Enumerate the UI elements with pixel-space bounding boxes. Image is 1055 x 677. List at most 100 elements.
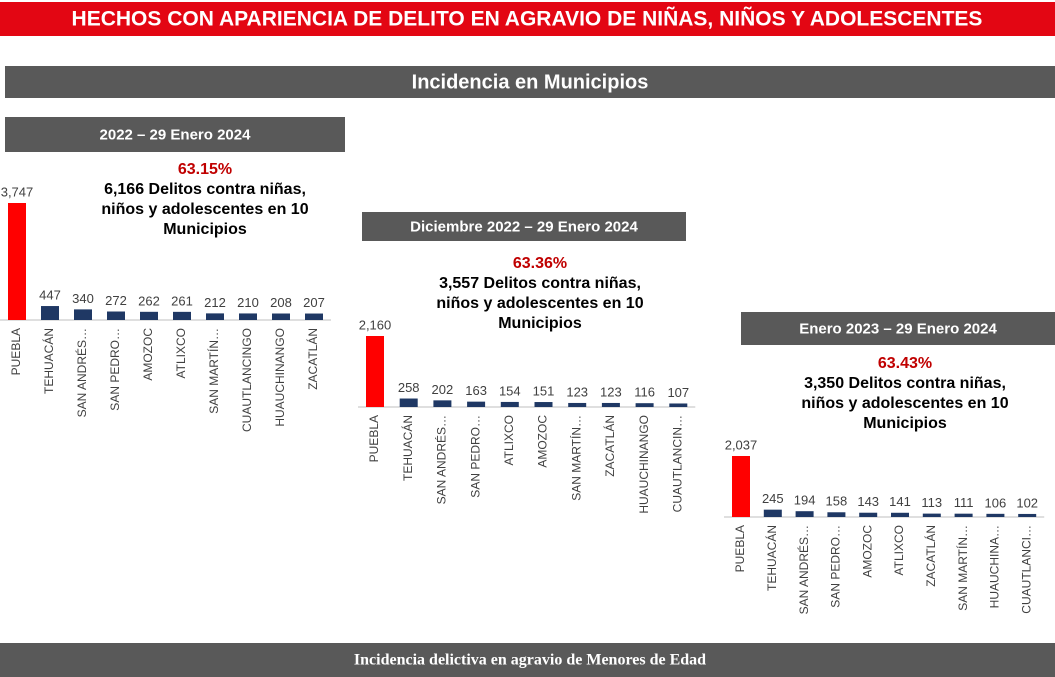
chart-title: Diciembre 2022 – 29 Enero 2024 (410, 218, 638, 235)
value-label: 141 (889, 494, 911, 509)
category-label: SAN PEDRO… (829, 525, 843, 608)
category-label: ZACATLÁN (305, 328, 320, 390)
chart-header (5, 117, 345, 152)
annotation-line: niños y adolescentes en 10 (101, 201, 308, 218)
value-label: 158 (826, 494, 848, 509)
chart-header (741, 312, 1055, 345)
value-label: 258 (398, 380, 420, 395)
category-label: AMOZOC (860, 525, 874, 578)
value-label: 116 (634, 385, 655, 400)
annotation-line: 3,557 Delitos contra niñas, (439, 275, 641, 292)
value-label: 212 (204, 295, 226, 310)
value-label: 154 (499, 383, 521, 398)
annotation-line: Municipios (863, 415, 947, 432)
chart-title: 2022 – 29 Enero 2024 (100, 126, 252, 143)
bar (305, 313, 323, 320)
category-label: CUAUTLANCI… (1019, 525, 1033, 614)
bar (534, 402, 553, 407)
category-label: CUAUTLANCIN… (670, 415, 684, 512)
value-label: 208 (270, 295, 292, 310)
category-label: HUAUCHINA… (988, 525, 1002, 608)
bar (795, 511, 814, 517)
category-label: HUAUCHINANGO (637, 415, 651, 514)
category-label: SAN ANDRÉS… (434, 415, 449, 504)
category-label: SAN MARTÍN… (568, 415, 583, 501)
bar (859, 512, 878, 517)
value-label: 113 (921, 495, 942, 510)
bar (467, 401, 486, 407)
bar (954, 513, 973, 517)
section-title: Incidencia en Municipios (412, 71, 649, 93)
bar (827, 512, 846, 517)
title-band (0, 2, 1055, 36)
value-label: 272 (105, 293, 127, 308)
category-label: ZACATLÁN (602, 415, 617, 477)
category-label: AMOZOC (536, 415, 550, 468)
annotation-line: Municipios (163, 221, 247, 238)
value-label: 2,037 (725, 437, 758, 452)
value-label: 111 (954, 495, 974, 510)
footer-band (0, 643, 1055, 677)
annotation-line: niños y adolescentes en 10 (436, 295, 643, 312)
bar (107, 311, 125, 320)
category-label: AMOZOC (141, 328, 155, 381)
bar (272, 313, 290, 320)
annotation-percent: 63.15% (178, 161, 232, 178)
value-label: 447 (39, 287, 61, 302)
bar (635, 403, 654, 407)
category-label: PUEBLA (9, 328, 23, 375)
category-label: ATLIXCO (892, 525, 906, 575)
value-label: 210 (237, 295, 259, 310)
category-label: ATLIXCO (502, 415, 516, 465)
annotation-line: Municipios (498, 315, 582, 332)
bar (8, 203, 26, 320)
value-label: 245 (762, 491, 784, 506)
value-label: 106 (985, 495, 1007, 510)
bar (173, 311, 191, 320)
category-label: SAN ANDRÉS… (74, 328, 89, 417)
bar (732, 456, 750, 517)
value-label: 107 (667, 385, 689, 400)
bar (366, 336, 384, 407)
bar (669, 403, 688, 407)
category-label: HUAUCHINANGO (273, 328, 287, 427)
value-label: 123 (600, 384, 622, 399)
category-label: ZACATLÁN (923, 525, 938, 587)
bar (500, 401, 519, 407)
value-label: 194 (794, 493, 816, 508)
bar (891, 512, 909, 517)
bar (41, 306, 59, 320)
bar (763, 509, 782, 517)
chart-header (362, 212, 686, 241)
value-label: 262 (138, 293, 160, 308)
category-label: TEHUACÁN (41, 328, 56, 394)
bar (1018, 513, 1037, 517)
bar (433, 400, 452, 407)
value-label: 151 (533, 383, 555, 398)
footer-text: Incidencia delictiva en agravio de Menor… (354, 652, 706, 669)
bar (922, 513, 941, 517)
bar (568, 402, 587, 407)
annotation-line: 3,350 Delitos contra niñas, (804, 375, 1006, 392)
category-label: PUEBLA (733, 525, 747, 572)
category-label: ATLIXCO (174, 328, 188, 378)
category-label: CUAUTLANCINGO (240, 328, 254, 432)
value-label: 340 (72, 291, 94, 306)
category-label: SAN PEDRO… (468, 415, 482, 498)
bar (986, 513, 1005, 517)
annotation-percent: 63.36% (513, 255, 567, 272)
category-label: SAN MARTÍN… (955, 525, 970, 611)
category-label: TEHUACÁN (764, 525, 779, 591)
value-label: 3,747 (1, 184, 34, 199)
bar (239, 313, 257, 320)
annotation-line: 6,166 Delitos contra niñas, (104, 181, 306, 198)
value-label: 123 (566, 384, 588, 399)
bar (74, 309, 92, 320)
value-label: 261 (171, 293, 193, 308)
value-label: 207 (303, 295, 325, 310)
category-label: SAN PEDRO… (108, 328, 122, 411)
category-label: PUEBLA (367, 415, 381, 462)
annotation-line: niños y adolescentes en 10 (801, 395, 1008, 412)
